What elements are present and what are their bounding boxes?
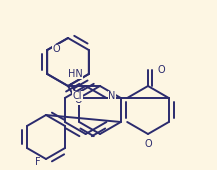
Text: N: N <box>108 91 116 101</box>
Text: O: O <box>52 44 60 54</box>
Text: O: O <box>144 139 152 149</box>
Text: F: F <box>35 157 41 167</box>
Text: Cl: Cl <box>73 91 82 101</box>
Text: O: O <box>74 95 82 105</box>
Text: O: O <box>157 65 165 75</box>
Text: HN: HN <box>68 69 83 79</box>
